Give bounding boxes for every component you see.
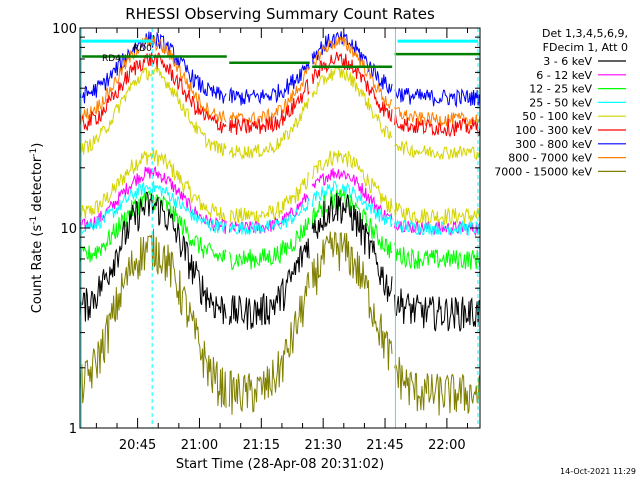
legend-label-3: 25 - 50 keV <box>529 96 592 109</box>
y-axis-title-sup: -1 <box>29 216 39 225</box>
series-line-3-low2-seg0 <box>80 180 227 235</box>
series-line-4-high3-seg2 <box>311 66 393 140</box>
legend-label-0: 3 - 6 keV <box>543 55 592 68</box>
generated-timestamp: 14-Oct-2021 11:29 <box>560 467 636 476</box>
x-axis-title: Start Time (28-Apr-08 20:31:02) <box>176 457 384 472</box>
series-line-4-high3-seg0 <box>80 66 227 157</box>
legend-label-5: 100 - 300 keV <box>515 124 592 137</box>
series-line-4-low0-seg2 <box>311 150 393 213</box>
x-tick-label-2: 21:15 <box>243 438 280 453</box>
series-line-8-low5-seg2 <box>311 231 393 371</box>
series-line-0-low4-seg0 <box>80 191 227 325</box>
series-line-6-high0-seg1 <box>228 62 310 106</box>
series-line-8-low5-seg1 <box>228 272 310 415</box>
series-line-1-low1-seg2 <box>311 168 393 221</box>
y-axis-title-sup2: -1 <box>29 148 39 157</box>
series-line-2-low3-seg0 <box>80 190 227 263</box>
y-axis-title-end: ) <box>30 143 45 148</box>
series-line-8-low5-seg0 <box>80 228 227 408</box>
series-line-2-low3-seg1 <box>228 217 310 271</box>
series-line-3-low2-seg1 <box>228 197 310 236</box>
legend-header-1: Det 1,3,4,5,6,9, <box>542 27 628 40</box>
series-line-5-high2-seg3 <box>394 113 480 138</box>
series-line-4-low0-seg0 <box>80 148 227 224</box>
series-line-1-low1-seg0 <box>80 165 227 234</box>
data-layer: RD0 RD4 <box>80 28 480 428</box>
flag-label-rd4: RD4 <box>102 54 121 64</box>
chart-title: RHESSI Observing Summary Count Rates <box>125 5 435 23</box>
x-tick-label-1: 21:00 <box>181 438 218 453</box>
y-tick-label-1: 10 <box>60 222 77 237</box>
series-line-2-low3-seg3 <box>394 242 480 270</box>
series-line-6-high0-seg2 <box>311 31 393 95</box>
y-tick-label-2: 100 <box>52 22 77 37</box>
y-tick-label-0: 1 <box>69 422 77 437</box>
legend-label-6: 300 - 800 keV <box>515 138 592 151</box>
x-tick-label-4: 21:45 <box>366 438 403 453</box>
series-line-4-low0-seg3 <box>394 202 480 226</box>
series-line-1-low1-seg3 <box>394 220 480 237</box>
series-line-3-low2-seg3 <box>394 219 480 237</box>
series-line-8-low5-seg3 <box>394 356 480 416</box>
x-axis: 20:45 21:00 21:15 21:30 21:45 22:00 <box>95 28 469 453</box>
legend-header-2: FDecim 1, Att 0 <box>543 41 628 54</box>
series-line-6-high0-seg3 <box>394 88 480 108</box>
series-line-5-high2-seg0 <box>80 52 227 134</box>
series-line-7-high1-seg3 <box>394 106 480 127</box>
y-axis-title-main: Count Rate (s <box>30 225 45 314</box>
series-line-7-high1-seg2 <box>312 35 393 109</box>
flag-label-rd0: RD0 <box>133 44 152 54</box>
legend-label-4: 50 - 100 keV <box>522 110 592 123</box>
series-line-0-low4-seg3 <box>394 288 480 332</box>
legend-label-8: 7000 - 15000 keV <box>494 165 592 178</box>
series-line-5-high2-seg2 <box>311 51 393 123</box>
legend-label-2: 12 - 25 keV <box>529 83 592 96</box>
series-line-3-low2-seg2 <box>311 180 393 227</box>
series-line-2-low3-seg2 <box>311 189 393 259</box>
series-line-7-high1-seg0 <box>80 36 227 125</box>
series-line-0-low4-seg1 <box>228 238 310 330</box>
legend-label-1: 6 - 12 keV <box>536 69 592 82</box>
y-axis-title-tail: detector <box>30 156 45 216</box>
series-line-4-low0-seg1 <box>229 172 310 225</box>
legend: Det 1,3,4,5,6,9, FDecim 1, Att 0 3 - 6 k… <box>494 27 628 178</box>
legend-label-7: 800 - 7000 keV <box>508 152 592 165</box>
series-line-0-low4-seg2 <box>311 193 393 302</box>
series-line-5-high2-seg1 <box>228 78 310 135</box>
series-line-4-high3-seg1 <box>228 97 310 160</box>
x-tick-label-3: 21:30 <box>304 438 341 453</box>
x-tick-label-0: 20:45 <box>119 438 156 453</box>
y-axis-title: Count Rate (s-1 detector-1) <box>29 143 45 314</box>
x-tick-label-5: 22:00 <box>428 438 465 453</box>
y-axis: 1 10 100 <box>52 22 480 437</box>
series-line-4-high3-seg3 <box>394 140 480 161</box>
